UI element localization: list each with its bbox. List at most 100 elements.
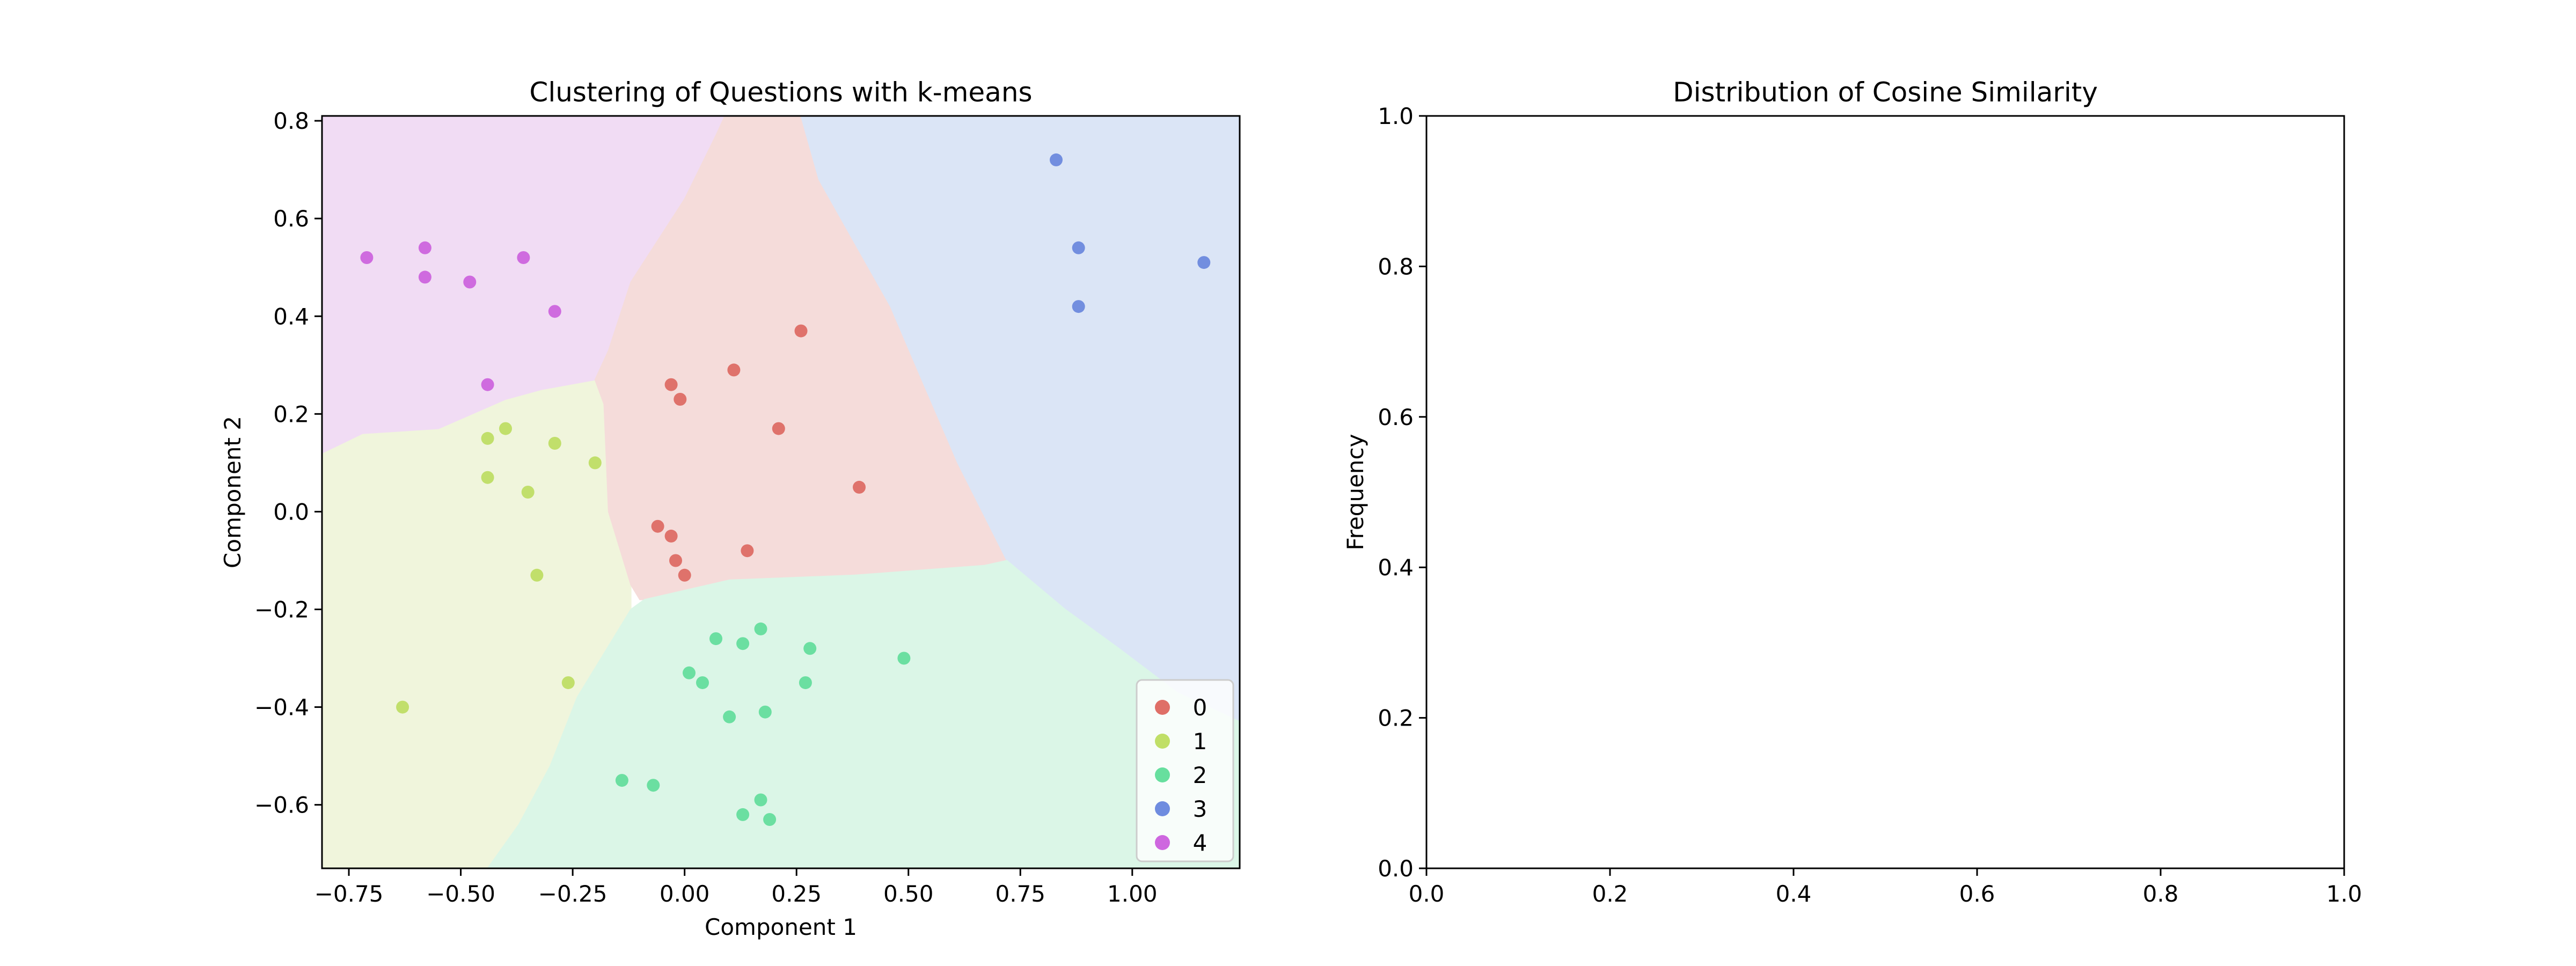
legend-items: 0 1 2 3 4	[1155, 694, 1207, 856]
y-axis-label: Frequency	[1342, 434, 1368, 551]
legend-marker-0	[1155, 700, 1170, 715]
scatter-y-tick-label: 0.6	[273, 206, 309, 232]
point-cluster-2	[615, 774, 628, 787]
histogram-x-tick-label: 1.0	[2326, 881, 2362, 907]
histogram-y-tick-label: 0.4	[1378, 554, 1414, 581]
scatter-y-tick-label: 0.4	[273, 303, 309, 330]
y-axis-ticks: 0.0 0.2 0.4 0.6 0.8 1.0	[1378, 103, 1426, 882]
scatter-y-tick-label: −0.4	[254, 694, 309, 721]
point-cluster-1	[561, 676, 575, 690]
point-cluster-1	[548, 437, 561, 450]
point-cluster-1	[481, 471, 494, 484]
histogram-y-tick-label: 0.0	[1378, 855, 1414, 882]
scatter-x-tick-label: 1.00	[1107, 881, 1158, 907]
histogram-chart-title: Distribution of Cosine Similarity	[1673, 77, 2098, 108]
point-cluster-2	[647, 779, 660, 792]
point-cluster-3	[1197, 256, 1211, 269]
point-cluster-2	[754, 622, 767, 635]
point-cluster-0	[651, 519, 664, 533]
legend-frame	[1136, 679, 1234, 862]
point-cluster-0	[669, 554, 682, 567]
histogram-y-tick-label: 0.6	[1378, 404, 1414, 430]
point-cluster-2	[754, 793, 767, 807]
point-cluster-4	[418, 241, 431, 254]
point-cluster-0	[664, 378, 678, 391]
scatter-y-tick-label: 0.8	[273, 108, 309, 134]
point-cluster-1	[588, 456, 602, 470]
scatter-x-tick-label: 0.75	[996, 881, 1046, 907]
scatter-x-tick-label: 0.25	[771, 881, 822, 907]
point-cluster-2	[799, 676, 812, 690]
point-cluster-2	[683, 666, 696, 679]
point-cluster-0	[741, 544, 754, 558]
point-cluster-1	[521, 486, 535, 499]
point-cluster-0	[727, 363, 741, 377]
point-cluster-3	[1072, 241, 1085, 254]
scatter-y-tick-label: −0.2	[254, 596, 309, 623]
legend: 0 1 2 3 4	[1136, 679, 1234, 862]
point-cluster-2	[696, 676, 709, 690]
point-cluster-4	[418, 270, 431, 284]
point-cluster-2	[897, 652, 911, 665]
scatter-points	[360, 153, 1211, 826]
y-axis-label: Component 2	[219, 416, 246, 568]
legend-label-2: 2	[1193, 762, 1208, 788]
scatter-y-tick-label: 0.2	[273, 401, 309, 427]
histogram-x-tick-label: 0.2	[1592, 881, 1628, 907]
point-cluster-1	[499, 422, 512, 435]
point-cluster-3	[1050, 153, 1063, 166]
legend-marker-2	[1155, 767, 1170, 782]
histogram-x-tick-label: 0.0	[1409, 881, 1445, 907]
histogram-x-tick-label: 0.8	[2143, 881, 2179, 907]
legend-label-3: 3	[1193, 796, 1208, 822]
point-cluster-2	[803, 642, 817, 655]
point-cluster-0	[794, 324, 808, 338]
legend-label-1: 1	[1193, 728, 1208, 755]
histogram-y-tick-label: 0.8	[1378, 253, 1414, 280]
legend-marker-4	[1155, 835, 1170, 850]
point-cluster-2	[736, 808, 750, 821]
point-cluster-2	[709, 632, 722, 646]
scatter-x-tick-label: −0.25	[538, 881, 608, 907]
histogram-x-tick-label: 0.4	[1776, 881, 1812, 907]
point-cluster-0	[664, 529, 678, 543]
point-cluster-4	[360, 251, 374, 264]
scatter-x-tick-label: 0.00	[660, 881, 710, 907]
scatter-x-tick-label: −0.75	[314, 881, 384, 907]
point-cluster-0	[853, 480, 866, 494]
point-cluster-2	[758, 705, 772, 719]
point-cluster-0	[772, 422, 785, 435]
point-cluster-2	[736, 637, 750, 650]
point-cluster-2	[723, 710, 736, 723]
decision-regions	[322, 116, 1240, 868]
x-axis-ticks: 0.0 0.2 0.4 0.6 0.8 1.0	[1409, 868, 2362, 907]
point-cluster-0	[678, 568, 691, 582]
y-axis-ticks: −0.6 −0.4 −0.2 0.0 0.2 0.4 0.6 0.8	[254, 108, 322, 818]
legend-marker-3	[1155, 801, 1170, 816]
point-cluster-2	[763, 813, 777, 826]
point-cluster-1	[481, 431, 494, 445]
point-cluster-4	[481, 378, 494, 391]
scatter-plot-frame	[321, 115, 1241, 869]
point-cluster-4	[517, 251, 530, 264]
point-cluster-4	[463, 275, 477, 289]
histogram-chart: Distribution of Cosine Similarity 0.0 0.2…	[1342, 77, 2362, 907]
point-cluster-4	[548, 305, 561, 318]
scatter-y-tick-label: −0.6	[254, 792, 309, 818]
x-axis-label: Component 1	[705, 914, 857, 940]
legend-marker-1	[1155, 734, 1170, 749]
scatter-chart-title: Clustering of Questions with k-means	[529, 77, 1032, 108]
histogram-plot-frame	[1425, 115, 2345, 869]
point-cluster-1	[396, 700, 409, 714]
legend-label-4: 4	[1193, 830, 1208, 856]
scatter-x-tick-label: −0.50	[426, 881, 495, 907]
point-cluster-3	[1072, 300, 1085, 313]
histogram-x-tick-label: 0.6	[1959, 881, 1995, 907]
histogram-y-tick-label: 1.0	[1378, 103, 1414, 129]
point-cluster-0	[674, 393, 687, 406]
histogram-y-tick-label: 0.2	[1378, 705, 1414, 731]
scatter-x-tick-label: 0.50	[883, 881, 934, 907]
scatter-y-tick-label: 0.0	[273, 499, 309, 525]
point-cluster-1	[530, 568, 544, 582]
